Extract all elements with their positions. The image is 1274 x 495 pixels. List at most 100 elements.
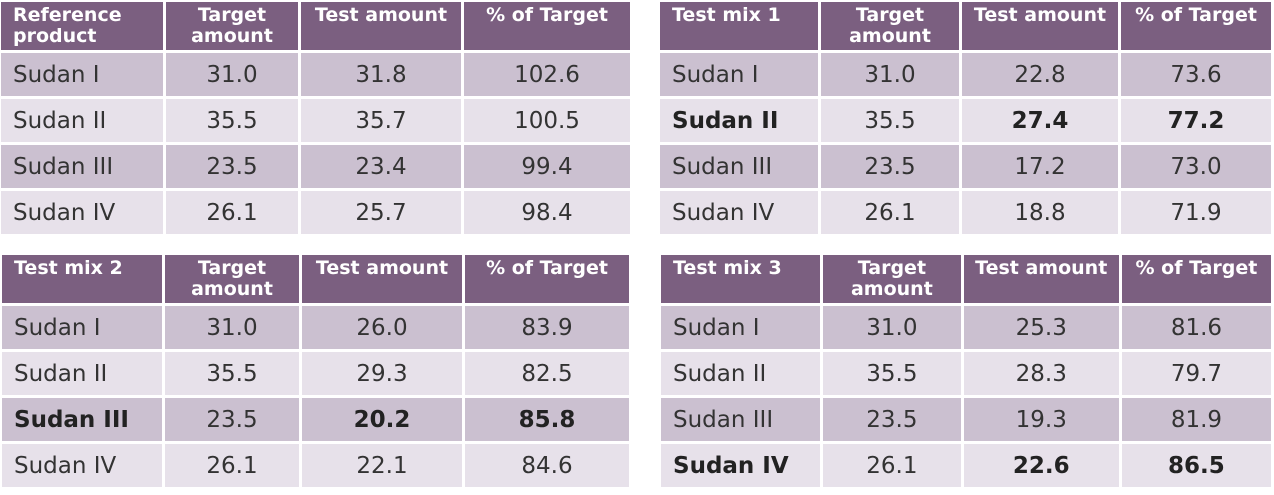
test-amount-cell: 19.3 <box>963 398 1119 441</box>
test-amount-cell: 23.4 <box>301 145 461 188</box>
reference-product-table: Reference product Target amount Test amo… <box>0 0 633 237</box>
table-row: Sudan III 23.5 23.4 99.4 <box>1 145 630 188</box>
table-header-row: Reference product Target amount Test amo… <box>1 2 630 50</box>
target-amount-cell: 31.0 <box>166 53 298 96</box>
percent-cell: 79.7 <box>1121 352 1271 395</box>
test-mix-3-table: Test mix 3 Target amount Test amount % o… <box>658 252 1274 490</box>
test-mix-1-table: Test mix 1 Target amount Test amount % o… <box>657 0 1274 237</box>
test-amount-cell: 22.1 <box>302 444 462 487</box>
header-target-amount: Target amount <box>165 255 299 303</box>
compound-name: Sudan I <box>2 306 162 349</box>
test-amount-cell: 18.8 <box>962 191 1118 234</box>
target-amount-cell: 23.5 <box>821 145 959 188</box>
target-amount-cell: 23.5 <box>823 398 961 441</box>
header-test-amount: Test amount <box>302 255 462 303</box>
table-row: Sudan I 31.0 22.8 73.6 <box>660 53 1271 96</box>
test-amount-cell: 25.7 <box>301 191 461 234</box>
percent-cell: 99.4 <box>464 145 630 188</box>
table-row: Sudan II 35.5 28.3 79.7 <box>661 352 1271 395</box>
test-amount-cell: 27.4 <box>962 99 1118 142</box>
compound-name: Sudan III <box>1 145 163 188</box>
table-title: Test mix 2 <box>2 255 162 303</box>
header-percent-of-target: % of Target <box>1121 255 1271 303</box>
target-amount-cell: 26.1 <box>165 444 299 487</box>
compound-name: Sudan II <box>1 99 163 142</box>
table-row: Sudan III 23.5 19.3 81.9 <box>661 398 1271 441</box>
header-target-amount: Target amount <box>823 255 961 303</box>
header-test-amount: Test amount <box>301 2 461 50</box>
header-target-amount: Target amount <box>821 2 959 50</box>
table-row: Sudan I 31.0 25.3 81.6 <box>661 306 1271 349</box>
percent-cell: 98.4 <box>464 191 630 234</box>
table-title: Test mix 3 <box>661 255 821 303</box>
compound-name: Sudan III <box>2 398 162 441</box>
compound-name: Sudan IV <box>660 191 818 234</box>
table-row-highlighted: Sudan IV 26.1 22.6 86.5 <box>661 444 1271 487</box>
table-title: Test mix 1 <box>660 2 818 50</box>
test-amount-cell: 28.3 <box>963 352 1119 395</box>
percent-cell: 73.6 <box>1121 53 1271 96</box>
target-amount-cell: 26.1 <box>821 191 959 234</box>
target-amount-cell: 35.5 <box>823 352 961 395</box>
target-amount-cell: 35.5 <box>821 99 959 142</box>
percent-cell: 77.2 <box>1121 99 1271 142</box>
table-row: Sudan II 35.5 35.7 100.5 <box>1 99 630 142</box>
table-header-row: Test mix 2 Target amount Test amount % o… <box>2 255 629 303</box>
target-amount-cell: 23.5 <box>166 145 298 188</box>
table-row: Sudan IV 26.1 22.1 84.6 <box>2 444 629 487</box>
table-row-highlighted: Sudan III 23.5 20.2 85.8 <box>2 398 629 441</box>
test-amount-cell: 31.8 <box>301 53 461 96</box>
header-percent-of-target: % of Target <box>1121 2 1271 50</box>
compound-name: Sudan IV <box>1 191 163 234</box>
test-amount-cell: 22.8 <box>962 53 1118 96</box>
compound-name: Sudan III <box>661 398 821 441</box>
percent-cell: 82.5 <box>465 352 629 395</box>
target-amount-cell: 35.5 <box>165 352 299 395</box>
percent-cell: 100.5 <box>464 99 630 142</box>
percent-cell: 102.6 <box>464 53 630 96</box>
table-row: Sudan I 31.0 26.0 83.9 <box>2 306 629 349</box>
compound-name: Sudan I <box>1 53 163 96</box>
percent-cell: 86.5 <box>1121 444 1271 487</box>
test-amount-cell: 29.3 <box>302 352 462 395</box>
compound-name: Sudan IV <box>2 444 162 487</box>
table-row: Sudan IV 26.1 18.8 71.9 <box>660 191 1271 234</box>
header-percent-of-target: % of Target <box>465 255 629 303</box>
header-percent-of-target: % of Target <box>464 2 630 50</box>
compound-name: Sudan I <box>661 306 821 349</box>
compound-name: Sudan IV <box>661 444 821 487</box>
table-row-highlighted: Sudan II 35.5 27.4 77.2 <box>660 99 1271 142</box>
compound-name: Sudan II <box>660 99 818 142</box>
test-amount-cell: 22.6 <box>963 444 1119 487</box>
percent-cell: 81.9 <box>1121 398 1271 441</box>
percent-cell: 73.0 <box>1121 145 1271 188</box>
target-amount-cell: 31.0 <box>821 53 959 96</box>
table-row: Sudan IV 26.1 25.7 98.4 <box>1 191 630 234</box>
table-title: Reference product <box>1 2 163 50</box>
test-amount-cell: 35.7 <box>301 99 461 142</box>
target-amount-cell: 23.5 <box>165 398 299 441</box>
percent-cell: 85.8 <box>465 398 629 441</box>
compound-name: Sudan III <box>660 145 818 188</box>
test-mix-2-table: Test mix 2 Target amount Test amount % o… <box>0 252 632 490</box>
percent-cell: 83.9 <box>465 306 629 349</box>
target-amount-cell: 31.0 <box>165 306 299 349</box>
test-amount-cell: 26.0 <box>302 306 462 349</box>
target-amount-cell: 26.1 <box>166 191 298 234</box>
table-header-row: Test mix 1 Target amount Test amount % o… <box>660 2 1271 50</box>
header-target-amount: Target amount <box>166 2 298 50</box>
test-amount-cell: 20.2 <box>302 398 462 441</box>
table-row: Sudan III 23.5 17.2 73.0 <box>660 145 1271 188</box>
percent-cell: 71.9 <box>1121 191 1271 234</box>
test-amount-cell: 25.3 <box>963 306 1119 349</box>
compound-name: Sudan I <box>660 53 818 96</box>
header-test-amount: Test amount <box>962 2 1118 50</box>
header-test-amount: Test amount <box>963 255 1119 303</box>
test-amount-cell: 17.2 <box>962 145 1118 188</box>
target-amount-cell: 31.0 <box>823 306 961 349</box>
table-row: Sudan I 31.0 31.8 102.6 <box>1 53 630 96</box>
compound-name: Sudan II <box>661 352 821 395</box>
compound-name: Sudan II <box>2 352 162 395</box>
target-amount-cell: 35.5 <box>166 99 298 142</box>
table-header-row: Test mix 3 Target amount Test amount % o… <box>661 255 1271 303</box>
